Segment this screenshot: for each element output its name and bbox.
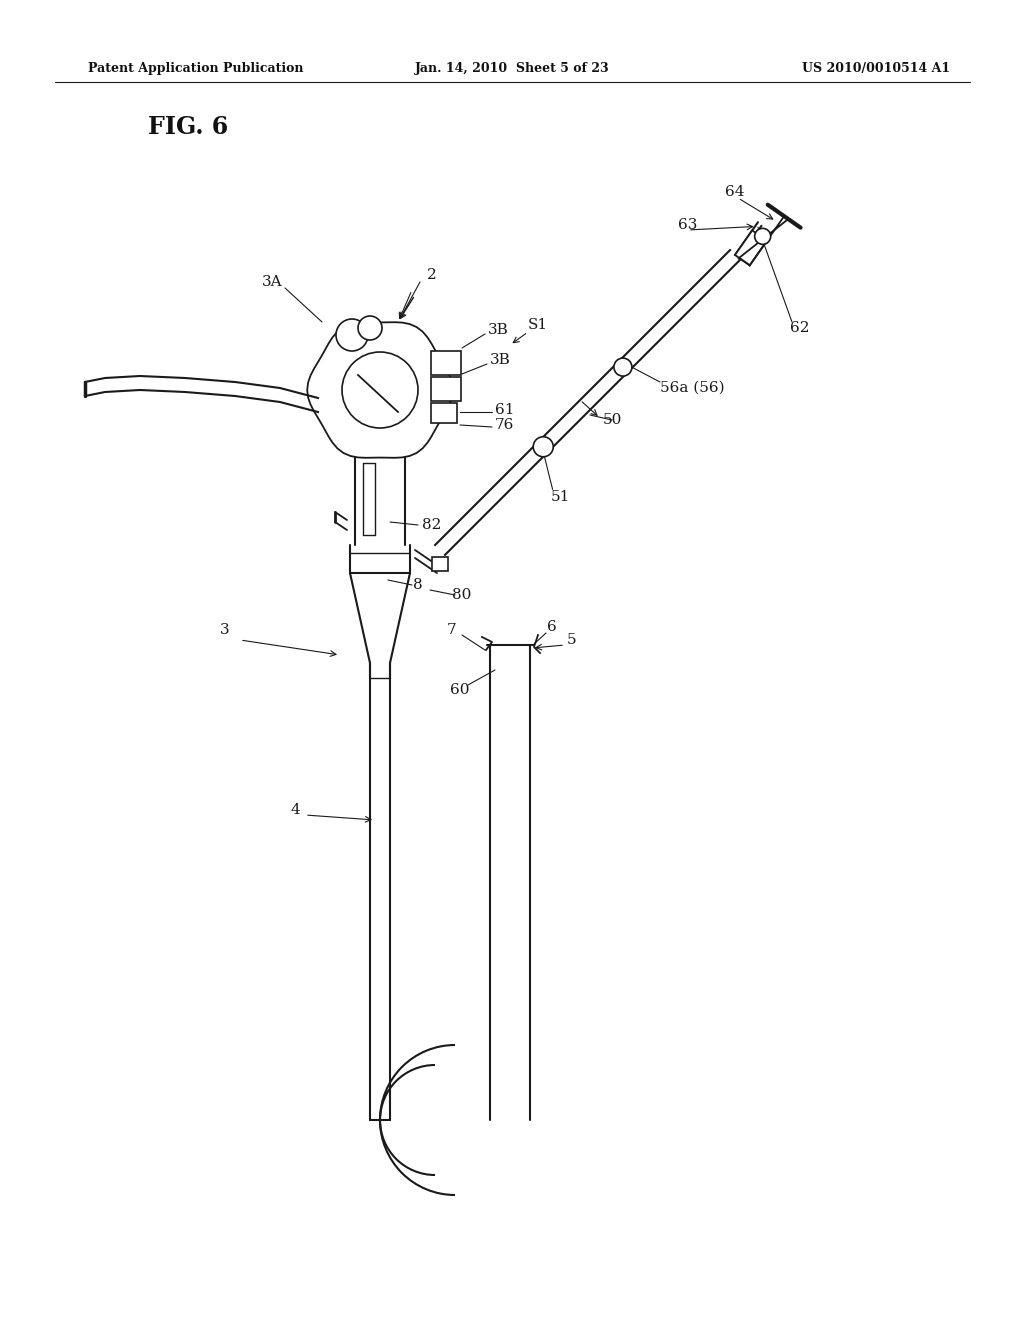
FancyBboxPatch shape bbox=[431, 351, 461, 375]
FancyBboxPatch shape bbox=[431, 378, 461, 401]
Text: 64: 64 bbox=[725, 185, 744, 199]
Text: 51: 51 bbox=[551, 491, 570, 504]
Text: S1: S1 bbox=[528, 318, 548, 333]
Text: 8: 8 bbox=[414, 578, 423, 591]
Text: FIG. 6: FIG. 6 bbox=[148, 115, 228, 139]
Text: 5: 5 bbox=[567, 634, 577, 647]
Text: 60: 60 bbox=[451, 682, 470, 697]
Polygon shape bbox=[307, 322, 453, 458]
Text: 63: 63 bbox=[678, 218, 697, 232]
Text: 2: 2 bbox=[427, 268, 437, 282]
Text: 3A: 3A bbox=[262, 275, 283, 289]
Text: 82: 82 bbox=[422, 517, 441, 532]
Text: 7: 7 bbox=[447, 623, 457, 638]
Text: 3B: 3B bbox=[488, 323, 509, 337]
Polygon shape bbox=[735, 231, 767, 265]
Text: 50: 50 bbox=[602, 413, 622, 426]
FancyBboxPatch shape bbox=[431, 403, 457, 422]
Text: 3B: 3B bbox=[490, 352, 511, 367]
Text: Patent Application Publication: Patent Application Publication bbox=[88, 62, 303, 75]
Text: 56a (56): 56a (56) bbox=[660, 381, 725, 395]
Text: 61: 61 bbox=[495, 403, 514, 417]
Circle shape bbox=[534, 437, 553, 457]
Circle shape bbox=[755, 228, 771, 244]
Circle shape bbox=[342, 352, 418, 428]
Text: US 2010/0010514 A1: US 2010/0010514 A1 bbox=[802, 62, 950, 75]
Text: 4: 4 bbox=[290, 803, 300, 817]
FancyBboxPatch shape bbox=[432, 557, 449, 572]
Text: Jan. 14, 2010  Sheet 5 of 23: Jan. 14, 2010 Sheet 5 of 23 bbox=[415, 62, 609, 75]
Circle shape bbox=[614, 358, 632, 376]
Text: 6: 6 bbox=[547, 620, 557, 634]
Text: 80: 80 bbox=[453, 587, 472, 602]
Circle shape bbox=[358, 315, 382, 341]
Text: 3: 3 bbox=[220, 623, 229, 638]
Circle shape bbox=[336, 319, 368, 351]
Text: 76: 76 bbox=[495, 418, 514, 432]
Text: 62: 62 bbox=[791, 321, 810, 335]
